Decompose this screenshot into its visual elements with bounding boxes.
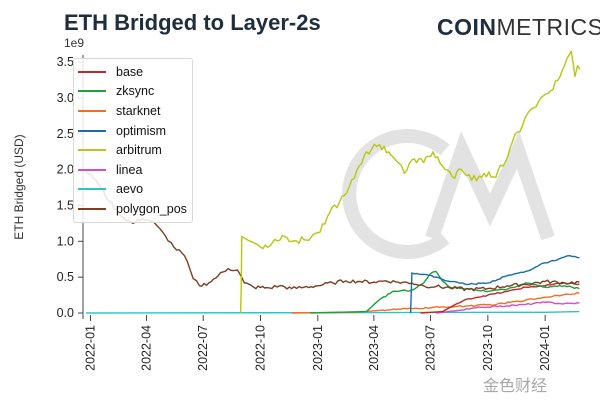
legend-label: base	[116, 64, 144, 79]
series-line-zksync	[310, 270, 580, 314]
legend-item-polygon_pos: polygon_pos	[78, 199, 188, 219]
x-tick-label: 2024-01	[538, 325, 552, 371]
legend-label: polygon_pos	[116, 201, 187, 216]
legend-swatch	[78, 109, 106, 112]
legend-swatch	[78, 90, 106, 93]
legend-item-optimism: optimism	[78, 121, 188, 141]
legend-item-arbitrum: arbitrum	[78, 140, 188, 160]
x-tick-label: 2023-01	[311, 325, 325, 371]
legend-label: starknet	[116, 103, 161, 118]
legend-swatch	[78, 149, 106, 152]
legend-swatch	[78, 70, 106, 73]
y-tick-label: 1.5	[57, 199, 74, 213]
source-watermark: 金色财经	[483, 378, 548, 395]
legend-swatch	[78, 207, 106, 210]
legend-item-aevo: aevo	[78, 180, 188, 200]
cm-watermark-logo	[342, 129, 555, 259]
x-tick-label: 2023-07	[424, 325, 438, 371]
y-tick-label: 2.0	[57, 163, 74, 177]
legend: base zksync starknet optimism arbitrum linea a…	[73, 58, 193, 223]
legend-label: optimism	[116, 123, 167, 138]
y-tick-label: 3.5	[57, 55, 74, 69]
series-line-polygon_pos	[85, 170, 580, 292]
legend-label: arbitrum	[116, 143, 162, 158]
axes: 0.0 0.5 1.0 1.5 2.0 2.5 3.0 3.5 2022-01 2022-04 20…	[57, 55, 552, 371]
brand-logo-light: METRICS	[496, 14, 600, 40]
x-tick-label: 2023-10	[481, 325, 495, 371]
series-line-arbitrum	[239, 50, 581, 314]
series-line-aevo	[86, 310, 580, 314]
series-line-optimism	[409, 255, 580, 314]
brand-logo: COINMETRICS	[437, 14, 600, 41]
x-tick-label: 2023-04	[367, 325, 381, 371]
legend-swatch	[78, 168, 106, 171]
y-tick-label: 3.0	[57, 91, 74, 105]
legend-label: zksync	[116, 84, 155, 99]
legend-label: aevo	[116, 182, 144, 197]
legend-swatch	[78, 129, 106, 132]
page-title: ETH Bridged to Layer-2s	[64, 10, 321, 35]
y-tick-label: 1.0	[57, 234, 74, 248]
y-tick-label: 0.5	[57, 270, 74, 284]
y-tick-label: 0.0	[57, 306, 74, 320]
y-tick-label: 2.5	[57, 127, 74, 141]
legend-item-linea: linea	[78, 160, 188, 180]
series-lines	[85, 50, 581, 314]
legend-swatch	[78, 188, 106, 191]
x-tick-label: 2022-01	[83, 325, 97, 371]
x-tick-label: 2022-04	[140, 325, 154, 371]
legend-item-zksync: zksync	[78, 82, 188, 102]
brand-logo-bold: COIN	[437, 14, 497, 40]
legend-item-starknet: starknet	[78, 101, 188, 121]
x-tick-label: 2022-07	[196, 325, 210, 371]
y-axis-exponent: 1e9	[64, 36, 85, 50]
series-line-base	[420, 282, 580, 314]
legend-label: linea	[116, 162, 143, 177]
series-line-linea	[436, 301, 580, 314]
x-tick-label: 2022-10	[254, 325, 268, 371]
legend-item-base: base	[78, 62, 188, 82]
